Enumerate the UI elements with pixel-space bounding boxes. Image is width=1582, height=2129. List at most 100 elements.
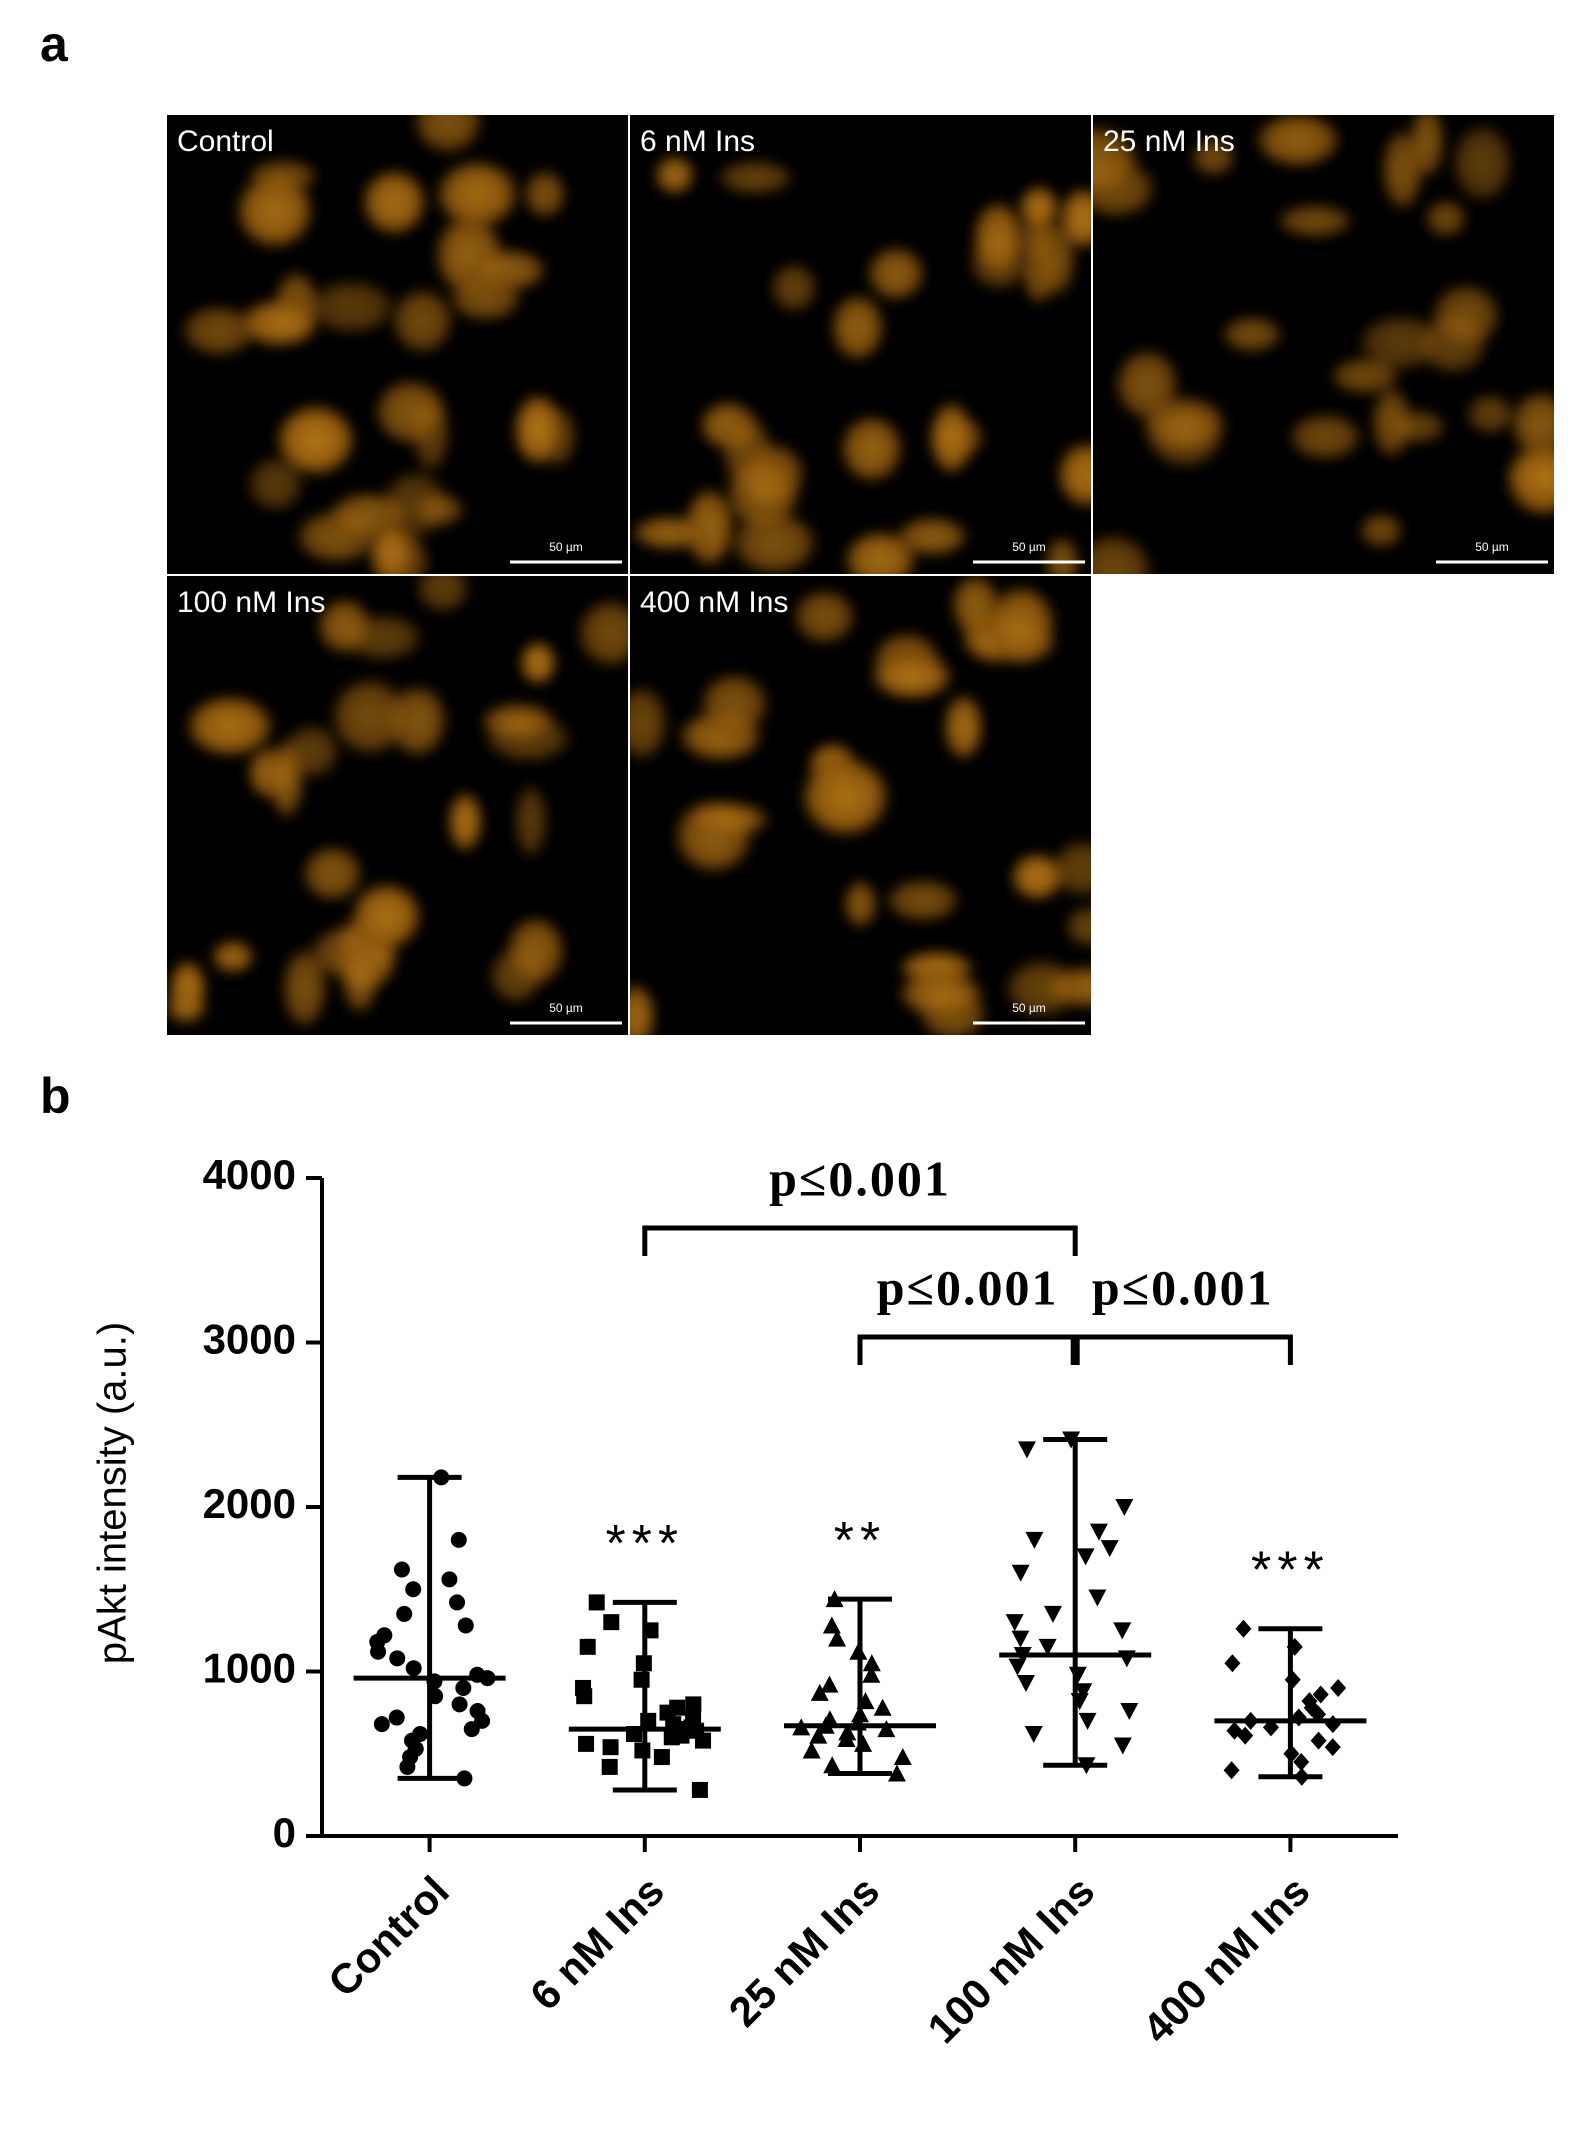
cell [722, 449, 803, 536]
image-label: 25 nM Ins [1103, 125, 1235, 158]
data-point [820, 1710, 839, 1728]
data-point [469, 1702, 486, 1719]
cell [1093, 122, 1143, 201]
micrograph: 100 nM Ins 50 µm [167, 576, 628, 1035]
data-point [1223, 1761, 1240, 1780]
data-point [456, 1770, 473, 1787]
data-point [579, 1638, 596, 1655]
cell [432, 157, 522, 231]
data-point [1076, 1548, 1095, 1566]
data-point [1330, 1678, 1347, 1697]
data-point [669, 1699, 686, 1716]
cell [280, 945, 330, 1032]
cell [970, 198, 1026, 279]
data-point [412, 1726, 429, 1743]
data-point [1293, 1752, 1310, 1771]
cell [1428, 281, 1504, 350]
bracket [1074, 1334, 1293, 1365]
cell [768, 261, 820, 315]
cell [359, 166, 430, 238]
scale-bar-label: 50 µm [549, 540, 583, 554]
data-point [389, 1650, 406, 1667]
data-point [1312, 1685, 1329, 1704]
data-point [441, 1571, 458, 1588]
y-tick-label: 4000 [203, 1151, 296, 1198]
cell [1408, 115, 1446, 182]
cell [182, 692, 278, 760]
micrograph: 400 nM Ins 50 µm [630, 576, 1091, 1035]
data-point [405, 1660, 422, 1677]
cell [868, 650, 956, 702]
cell [1423, 198, 1469, 239]
data-point [1043, 1605, 1062, 1623]
cell [522, 168, 568, 221]
data-point [1224, 1654, 1241, 1673]
data-point [1115, 1499, 1134, 1516]
data-point [854, 1734, 873, 1752]
y-axis-label: pAkt intensity (a.u.) [91, 1322, 135, 1664]
data-point [1038, 1638, 1057, 1656]
data-point [1088, 1589, 1107, 1607]
scale-bar-label: 50 µm [549, 1001, 583, 1015]
cell [446, 273, 525, 324]
cell [697, 670, 772, 738]
data-point [823, 1756, 842, 1774]
cell [714, 158, 797, 197]
series: 400 nM Ins*** [1214, 1541, 1367, 1786]
cell [1285, 411, 1365, 463]
data-point [1113, 1737, 1132, 1755]
y-tick-label: 3000 [203, 1316, 296, 1363]
comparison: p≤0.001 [642, 1150, 1078, 1256]
data-point [449, 1594, 466, 1611]
cell [511, 391, 565, 469]
series: 100 nM Ins [999, 1431, 1152, 1775]
image-label: 6 nM Ins [640, 125, 755, 158]
x-tick-label: 400 nM Ins [1134, 1867, 1319, 2052]
cell [1219, 314, 1285, 355]
significance: *** [1251, 1541, 1330, 1599]
data-point [1324, 1738, 1341, 1757]
cell [367, 521, 417, 574]
image-label: Control [177, 125, 274, 158]
cell [1504, 448, 1554, 505]
cell [272, 401, 359, 479]
cell [630, 981, 658, 1035]
data-point [1011, 1630, 1030, 1648]
data-point [685, 1709, 702, 1726]
micrograph: 6 nM Ins 50 µm [630, 115, 1091, 574]
data-point [1005, 1614, 1024, 1632]
cell [1273, 202, 1357, 240]
data-point [862, 1654, 881, 1672]
cell [682, 484, 736, 571]
cell [1093, 531, 1155, 574]
data-point [376, 1627, 393, 1644]
data-point [396, 1605, 413, 1622]
data-point [1074, 1683, 1093, 1701]
micrograph: 25 nM Ins 50 µm [1093, 115, 1554, 574]
cell [339, 940, 381, 1017]
cells [630, 576, 1091, 1035]
cell [389, 285, 456, 357]
data-point [838, 1723, 857, 1741]
data-point [828, 1629, 847, 1647]
cell [983, 582, 1059, 668]
cell [883, 877, 963, 924]
data-point [873, 1698, 892, 1716]
cell [1017, 183, 1061, 232]
cell [864, 244, 928, 303]
cell [410, 115, 486, 157]
cell [790, 587, 859, 647]
cell [512, 781, 550, 861]
cell [348, 880, 425, 953]
cells [178, 115, 579, 574]
p-value: p≤0.001 [877, 1259, 1059, 1315]
data-point [1100, 1540, 1119, 1558]
data-point [893, 1748, 912, 1766]
cell [372, 376, 450, 448]
x-tick-label: 100 nM Ins [918, 1867, 1103, 2052]
cell [1063, 904, 1091, 949]
cell [209, 938, 256, 975]
chart: 0 1000 2000 3000 4000 pAkt intensity (a.u.) Co… [91, 1150, 1398, 2052]
panel-label: a [40, 16, 69, 72]
data-point [451, 1696, 468, 1713]
